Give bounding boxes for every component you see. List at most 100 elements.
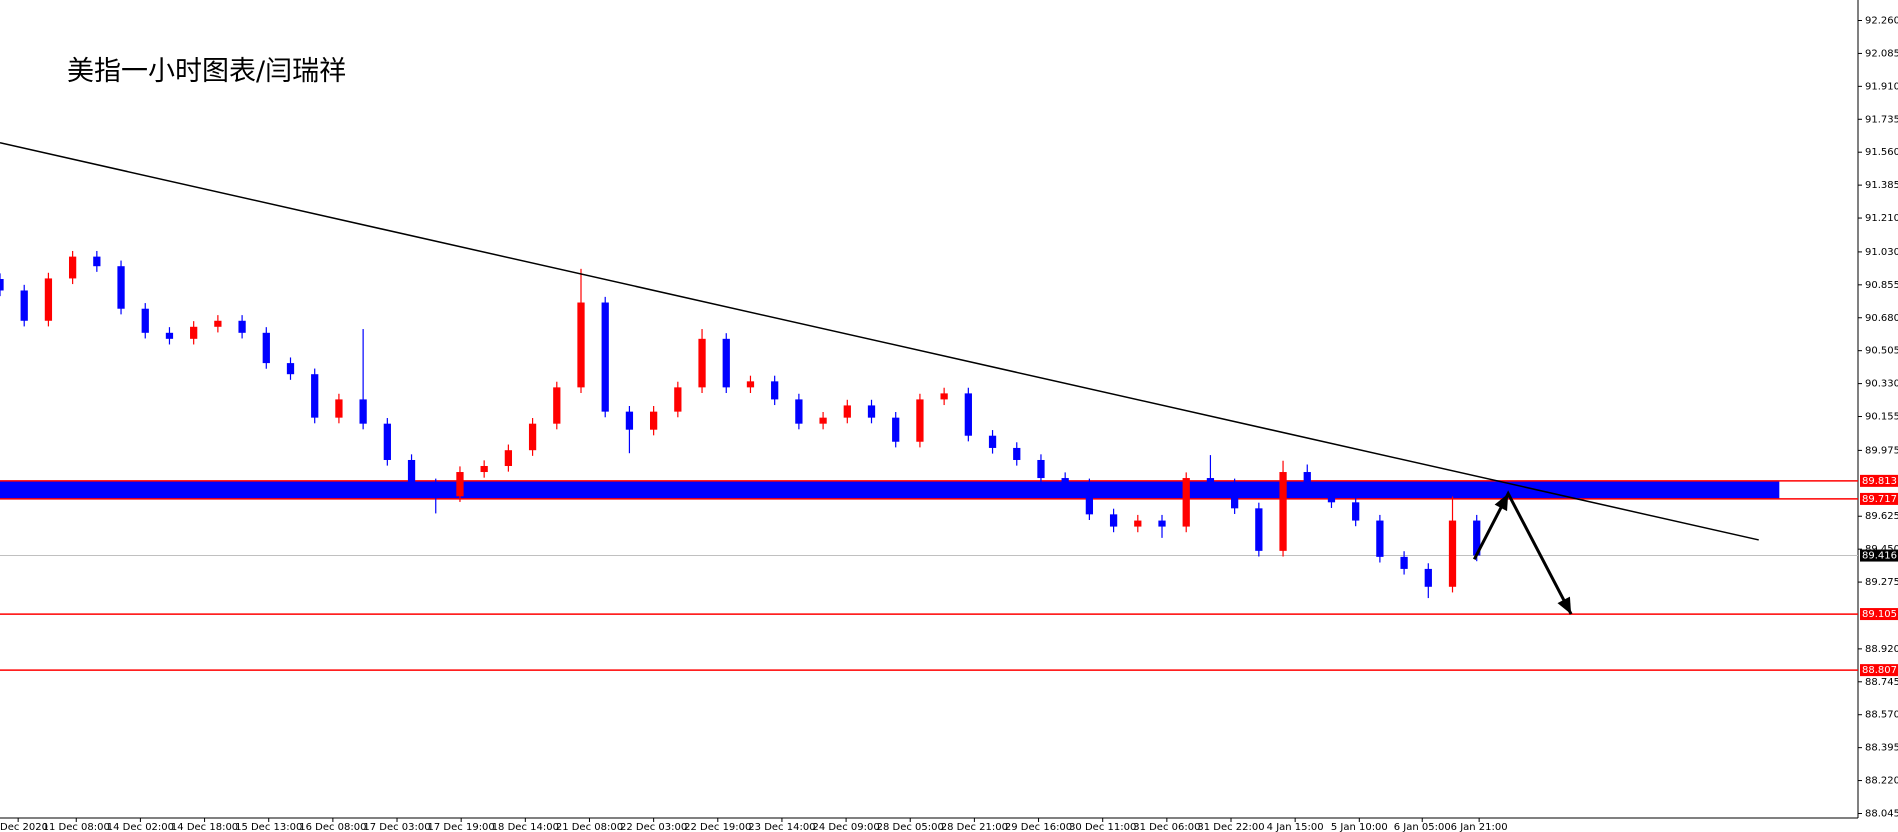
arrow-head	[1494, 493, 1509, 512]
candle-body	[528, 423, 537, 451]
y-tick-label: 90.330	[1865, 379, 1898, 390]
y-tick-label: 88.570	[1865, 710, 1898, 721]
candle-body	[916, 399, 924, 442]
candle-body	[601, 302, 609, 412]
candle-body	[286, 363, 295, 375]
candle-body	[1109, 514, 1118, 527]
arrow-path	[1472, 490, 1573, 615]
last-price-label: 89.416	[1862, 551, 1897, 562]
y-tick-label: 91.735	[1865, 114, 1898, 125]
candle-body	[1013, 447, 1021, 460]
candle-body	[335, 399, 343, 418]
x-tick-label: 14 Dec 02:00	[107, 822, 174, 832]
y-tick-label: 91.385	[1865, 180, 1898, 191]
y-tick-label: 89.975	[1865, 445, 1898, 456]
candle-body	[238, 320, 246, 333]
candle-body	[1037, 459, 1045, 479]
candle-body	[674, 387, 682, 412]
candle-body	[1134, 520, 1142, 527]
candle-body	[1400, 556, 1408, 569]
candle-body	[1158, 520, 1166, 527]
x-tick-label: 28 Dec 21:00	[941, 822, 1008, 832]
x-tick-label: Dec 2020	[0, 822, 48, 832]
y-tick-label: 91.030	[1865, 247, 1898, 258]
y-tick-label: 88.920	[1865, 644, 1898, 655]
candle-body	[892, 417, 900, 442]
candle-body	[44, 278, 53, 321]
candle-body	[795, 399, 803, 424]
candle-body	[407, 459, 416, 485]
x-tick-label: 14 Dec 18:00	[171, 822, 238, 832]
candle-body	[456, 472, 464, 497]
x-tick-label: 15 Dec 13:00	[235, 822, 302, 832]
last-price-label-box	[1860, 549, 1898, 562]
y-tick-label: 91.910	[1865, 81, 1898, 92]
candle-body	[625, 411, 634, 430]
candle-body	[964, 393, 972, 436]
candle-body	[0, 279, 4, 291]
y-tick-label: 91.560	[1865, 147, 1898, 158]
y-tick-label: 89.625	[1865, 511, 1898, 522]
x-tick-label: 5 Jan 10:00	[1331, 822, 1388, 832]
candle-body	[1182, 478, 1190, 527]
y-tick-label: 90.155	[1865, 412, 1898, 423]
zone-label-box	[1860, 474, 1898, 487]
candle-body	[1473, 520, 1481, 556]
candle-body	[1206, 478, 1215, 485]
chart-title: 美指一小时图表/闫瑞祥	[67, 56, 346, 87]
candle-body	[311, 374, 319, 418]
x-tick-label: 4 Jan 15:00	[1267, 822, 1324, 832]
y-tick-label: 88.045	[1865, 808, 1898, 819]
candle-body	[359, 399, 367, 424]
candle-body	[1352, 502, 1360, 521]
candle-body	[771, 381, 779, 400]
x-tick-label: 24 Dec 09:00	[812, 822, 879, 832]
candle-body	[843, 405, 851, 418]
y-tick-label: 88.745	[1865, 677, 1898, 688]
candle-body	[262, 332, 270, 364]
x-tick-label: 21 Dec 08:00	[556, 822, 623, 832]
candle-body	[867, 405, 876, 418]
x-tick-label: 23 Dec 14:00	[748, 822, 815, 832]
y-tick-label: 92.085	[1865, 48, 1898, 59]
y-tick-label: 90.855	[1865, 280, 1898, 291]
candle-body	[20, 290, 28, 321]
candle-body	[577, 302, 585, 388]
candle-body	[988, 435, 997, 448]
x-tick-label: 31 Dec 06:00	[1133, 822, 1200, 832]
candle-body	[1448, 520, 1457, 587]
candle-body	[432, 484, 440, 497]
candle-body	[214, 320, 222, 327]
candle-body	[1376, 520, 1384, 557]
candle-body	[1255, 508, 1263, 551]
trendline	[0, 142, 1759, 541]
candle-body	[383, 423, 391, 460]
candle-body	[553, 387, 561, 424]
candle-body	[117, 266, 125, 309]
x-tick-label: 11 Dec 08:00	[43, 822, 110, 832]
candle-body	[819, 417, 827, 424]
level-label-box	[1860, 664, 1898, 677]
x-tick-label: 22 Dec 03:00	[620, 822, 687, 832]
y-tick-label: 89.275	[1865, 577, 1898, 588]
x-tick-label: 30 Dec 11:00	[1069, 822, 1136, 832]
y-tick-label: 92.260	[1865, 16, 1898, 27]
zone-label: 89.717	[1862, 494, 1897, 505]
x-tick-label: 16 Dec 08:00	[299, 822, 366, 832]
zone-label: 89.813	[1862, 476, 1897, 487]
candle-body	[68, 256, 77, 279]
candle-body	[1231, 484, 1239, 509]
level-label: 89.105	[1862, 609, 1897, 620]
y-tick-label: 90.505	[1865, 346, 1898, 357]
y-tick-label: 90.680	[1865, 313, 1898, 324]
candle-body	[1279, 472, 1287, 551]
candle-body	[480, 466, 488, 473]
candle-body	[1424, 568, 1432, 587]
y-tick-label: 91.210	[1865, 213, 1898, 224]
arrow-head	[1557, 596, 1572, 615]
candle-body	[1085, 484, 1094, 515]
candle-body	[93, 256, 101, 267]
x-tick-label: 31 Dec 22:00	[1197, 822, 1264, 832]
